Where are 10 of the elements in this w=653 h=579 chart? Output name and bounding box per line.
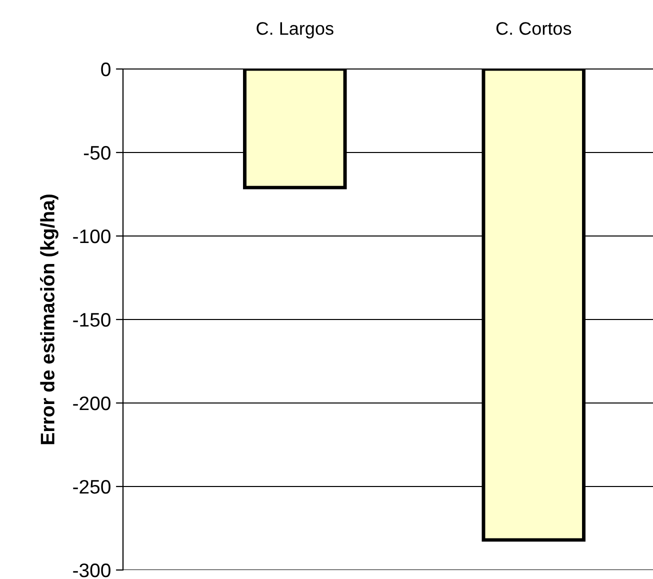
x-tick-label: C. Cortos — [496, 22, 572, 35]
x-tick-label: C. Largos — [256, 22, 334, 38]
y-tick-label: 0 — [101, 62, 110, 76]
y-tick-label: -50 — [84, 146, 110, 160]
y-tick-label: -200 — [73, 396, 110, 410]
y-tick-label: -250 — [73, 480, 110, 494]
y-tick-label: -100 — [73, 229, 110, 244]
y-axis-title: Error de estimación (kg/ha) — [40, 194, 58, 444]
y-tick-label: -300 — [73, 563, 110, 578]
y-tick-label: -150 — [73, 312, 110, 327]
